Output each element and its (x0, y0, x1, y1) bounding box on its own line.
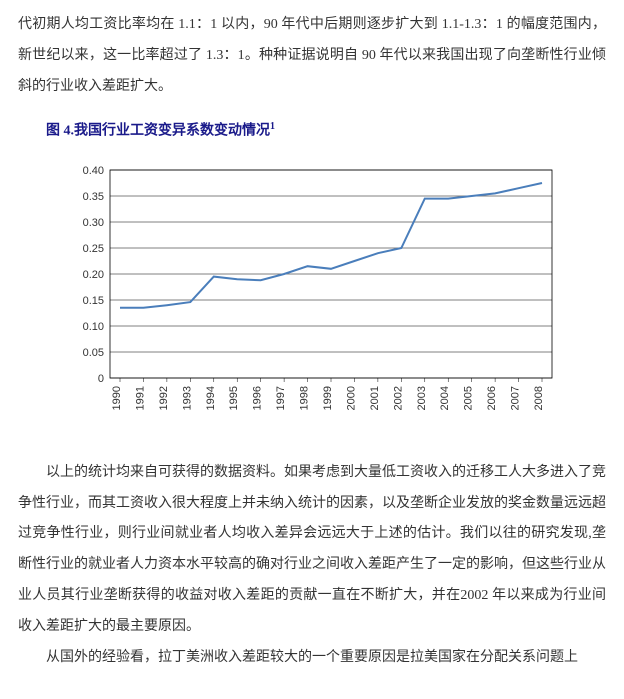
svg-text:2003: 2003 (416, 386, 428, 410)
svg-text:1992: 1992 (158, 386, 170, 410)
svg-text:2004: 2004 (439, 386, 451, 410)
svg-text:2001: 2001 (369, 386, 381, 410)
figure-title-text: 图 4.我国行业工资变异系数变动情况 (46, 124, 270, 139)
paragraph-1: 代初期人均工资比率均在 1.1：1 以内，90 年代中后期则逐步扩大到 1.1-… (18, 10, 606, 102)
svg-text:0.15: 0.15 (83, 295, 104, 307)
svg-text:1994: 1994 (205, 386, 217, 410)
svg-text:2006: 2006 (486, 386, 498, 410)
svg-text:0.10: 0.10 (83, 321, 104, 333)
svg-text:2002: 2002 (392, 386, 404, 410)
svg-text:0.35: 0.35 (83, 191, 104, 203)
paragraph-2: 以上的统计均来自可获得的数据资料。如果考虑到大量低工资收入的迁移工人大多进入了竞… (18, 458, 606, 643)
footnote-marker: 1 (270, 121, 275, 132)
svg-text:2000: 2000 (345, 386, 357, 410)
chart-svg: 0 0.05 0.10 0.15 0.20 0.25 0.30 0.35 0.40 1990 199… (62, 158, 562, 438)
figure-title: 图 4.我国行业工资变异系数变动情况1 (18, 116, 606, 147)
svg-text:1997: 1997 (275, 386, 287, 410)
svg-text:0.05: 0.05 (83, 347, 104, 359)
svg-text:1995: 1995 (228, 386, 240, 410)
svg-text:0.25: 0.25 (83, 243, 104, 255)
svg-text:1993: 1993 (181, 386, 193, 410)
svg-text:1991: 1991 (134, 386, 146, 410)
svg-text:0.30: 0.30 (83, 217, 104, 229)
svg-text:0: 0 (98, 373, 104, 385)
svg-text:0.40: 0.40 (83, 165, 104, 177)
svg-text:0.20: 0.20 (83, 269, 104, 281)
svg-text:1996: 1996 (252, 386, 264, 410)
svg-text:1990: 1990 (111, 386, 123, 410)
svg-text:2005: 2005 (463, 386, 475, 410)
svg-text:2008: 2008 (533, 386, 545, 410)
svg-text:1998: 1998 (299, 386, 311, 410)
paragraph-3: 从国外的经验看，拉丁美洲收入差距较大的一个重要原因是拉美国家在分配关系问题上 (18, 643, 606, 674)
wage-variation-chart: 0 0.05 0.10 0.15 0.20 0.25 0.30 0.35 0.40 1990 199… (62, 158, 582, 438)
svg-text:2007: 2007 (510, 386, 522, 410)
svg-text:1999: 1999 (322, 386, 334, 410)
